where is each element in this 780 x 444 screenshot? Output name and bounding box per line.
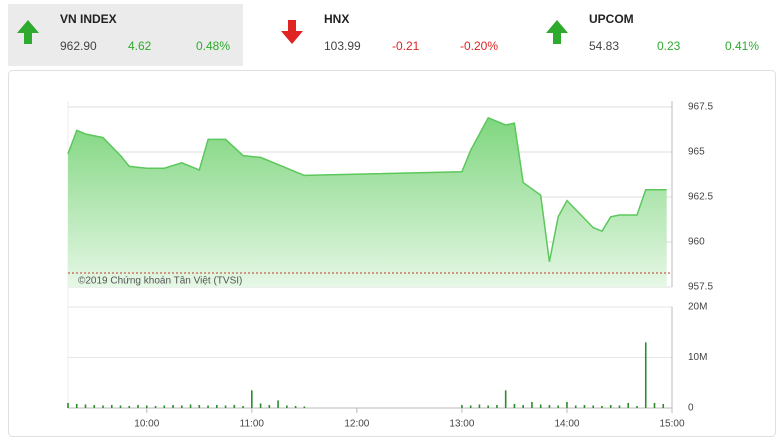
volume-bar	[75, 403, 78, 408]
arrow-up	[546, 20, 568, 44]
volume-bar	[461, 404, 463, 408]
volume-bar	[137, 404, 139, 408]
index-value: 962.90	[60, 39, 97, 53]
volume-bar	[548, 404, 551, 408]
y-tick-label: 967.5	[688, 102, 713, 113]
volume-bar	[242, 405, 244, 408]
volume-bar	[207, 405, 209, 408]
index-percent: -0.20%	[460, 39, 498, 53]
watermark: ©2019 Chứng khoán Tân Việt (TVSI)	[78, 276, 242, 287]
volume-bar	[469, 405, 472, 408]
arrow-down	[281, 20, 303, 44]
volume-bar	[294, 405, 297, 408]
x-tick-label: 12:00	[344, 419, 369, 430]
volume-bar	[198, 404, 201, 408]
volume-bar	[268, 404, 271, 408]
volume-bar	[277, 400, 279, 408]
volume-bar	[504, 390, 507, 408]
volume-bar	[653, 402, 656, 408]
volume-bar	[583, 404, 586, 408]
volume-bar	[84, 404, 87, 408]
volume-bar	[618, 405, 621, 408]
index-percent: 0.41%	[725, 39, 759, 53]
x-tick-label: 13:00	[449, 419, 474, 430]
index-change: 4.62	[128, 39, 152, 53]
volume-bar	[557, 405, 560, 408]
volume-bar	[478, 404, 481, 408]
index-change: -0.21	[392, 39, 420, 53]
volume-tick-label: 0	[688, 403, 694, 414]
volume-bar	[644, 342, 647, 408]
volume-bar	[180, 405, 183, 408]
volume-bar	[163, 405, 166, 408]
volume-bar	[224, 405, 227, 408]
index-name: HNX	[324, 12, 349, 26]
x-tick-label: 11:00	[240, 419, 265, 430]
price-line	[67, 116, 667, 262]
volume-bar	[93, 404, 96, 408]
volume-tick-label: 20M	[688, 302, 707, 313]
volume-bar	[128, 405, 131, 408]
volume-bar	[592, 405, 595, 408]
volume-bar	[110, 404, 113, 408]
volume-bar	[601, 405, 603, 408]
volume-bar	[216, 404, 218, 408]
volume-bar	[566, 401, 568, 408]
volume-bar	[286, 405, 288, 408]
volume-bar	[522, 404, 524, 408]
volume-bar	[636, 405, 638, 408]
volume-bar	[609, 404, 612, 408]
volume-bar	[172, 404, 174, 408]
y-tick-label: 960	[688, 237, 705, 248]
volume-bar	[154, 405, 157, 408]
volume-bar	[145, 405, 148, 408]
index-name: UPCOM	[589, 12, 634, 26]
volume-bar	[259, 403, 262, 408]
volume-bar	[303, 406, 306, 408]
y-tick-label: 962.5	[688, 192, 713, 203]
volume-bar	[513, 403, 516, 408]
volume-bar	[496, 404, 498, 408]
price-area	[68, 117, 667, 287]
active-tab	[8, 4, 243, 66]
volume-bar	[251, 390, 253, 408]
chart-frame	[8, 70, 776, 437]
volume-bar	[102, 405, 104, 408]
index-value: 54.83	[589, 39, 619, 53]
index-name: VN INDEX	[60, 12, 117, 26]
volume-bar	[233, 404, 236, 408]
index-percent: 0.48%	[196, 39, 230, 53]
x-tick-label: 10:00	[134, 419, 159, 430]
volume-bar	[574, 405, 577, 408]
volume-tick-label: 10M	[688, 352, 707, 363]
y-tick-label: 965	[688, 147, 705, 158]
volume-bar	[487, 405, 489, 408]
volume-bar	[627, 402, 630, 408]
volume-bar	[662, 403, 665, 408]
x-tick-label: 15:00	[659, 419, 684, 430]
volume-bar	[531, 401, 533, 408]
volume-bar	[67, 402, 69, 408]
volume-bar	[189, 404, 192, 408]
x-tick-label: 14:00	[554, 419, 579, 430]
index-value: 103.99	[324, 39, 361, 53]
y-tick-label: 957.5	[688, 282, 713, 293]
index-change: 0.23	[657, 39, 681, 53]
arrow-up	[17, 20, 39, 44]
volume-bar	[119, 405, 122, 408]
volume-bar	[539, 404, 542, 408]
